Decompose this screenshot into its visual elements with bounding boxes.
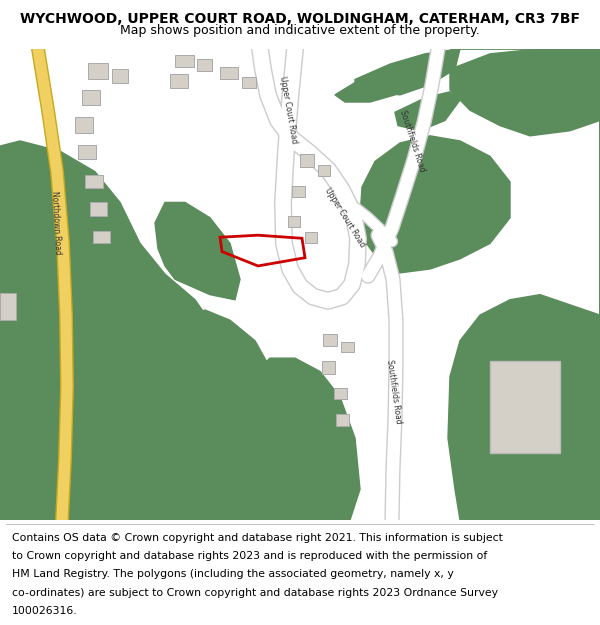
Polygon shape	[90, 202, 107, 216]
Polygon shape	[82, 90, 100, 105]
Text: Northdown Road: Northdown Road	[50, 191, 62, 255]
Polygon shape	[355, 49, 460, 95]
Polygon shape	[78, 145, 96, 159]
Text: to Crown copyright and database rights 2023 and is reproduced with the permissio: to Crown copyright and database rights 2…	[12, 551, 487, 561]
Polygon shape	[300, 154, 314, 166]
Text: Contains OS data © Crown copyright and database right 2021. This information is : Contains OS data © Crown copyright and d…	[12, 532, 503, 542]
Polygon shape	[150, 310, 295, 520]
Text: Southfields Road: Southfields Road	[398, 109, 426, 173]
Text: Upper Court Road: Upper Court Road	[323, 186, 367, 249]
Polygon shape	[336, 414, 349, 426]
Polygon shape	[323, 334, 337, 346]
Polygon shape	[448, 49, 600, 520]
Polygon shape	[112, 69, 128, 82]
Text: Map shows position and indicative extent of the property.: Map shows position and indicative extent…	[120, 24, 480, 36]
Polygon shape	[334, 388, 347, 399]
Polygon shape	[395, 92, 460, 131]
Polygon shape	[175, 55, 194, 68]
Polygon shape	[242, 78, 256, 88]
Polygon shape	[0, 141, 235, 520]
Polygon shape	[288, 216, 300, 227]
Polygon shape	[450, 49, 600, 136]
Polygon shape	[93, 231, 110, 243]
Text: WYCHWOOD, UPPER COURT ROAD, WOLDINGHAM, CATERHAM, CR3 7BF: WYCHWOOD, UPPER COURT ROAD, WOLDINGHAM, …	[20, 12, 580, 26]
Polygon shape	[220, 68, 238, 79]
Text: HM Land Registry. The polygons (including the associated geometry, namely x, y: HM Land Registry. The polygons (includin…	[12, 569, 454, 579]
Polygon shape	[85, 175, 103, 188]
Polygon shape	[155, 202, 240, 300]
Text: Upper Court Road: Upper Court Road	[278, 76, 298, 144]
Polygon shape	[490, 361, 560, 453]
Polygon shape	[75, 118, 93, 132]
Polygon shape	[150, 358, 360, 520]
Polygon shape	[292, 186, 305, 198]
Text: Southfields Road: Southfields Road	[385, 359, 403, 424]
Polygon shape	[88, 63, 108, 79]
Polygon shape	[341, 342, 354, 352]
Polygon shape	[335, 64, 420, 102]
Text: 100026316.: 100026316.	[12, 606, 77, 616]
Polygon shape	[360, 136, 510, 274]
Polygon shape	[197, 59, 212, 71]
Polygon shape	[305, 232, 317, 243]
Polygon shape	[322, 361, 335, 374]
Text: co-ordinates) are subject to Crown copyright and database rights 2023 Ordnance S: co-ordinates) are subject to Crown copyr…	[12, 588, 498, 598]
Polygon shape	[318, 164, 330, 176]
Polygon shape	[170, 74, 188, 88]
Polygon shape	[0, 292, 16, 320]
